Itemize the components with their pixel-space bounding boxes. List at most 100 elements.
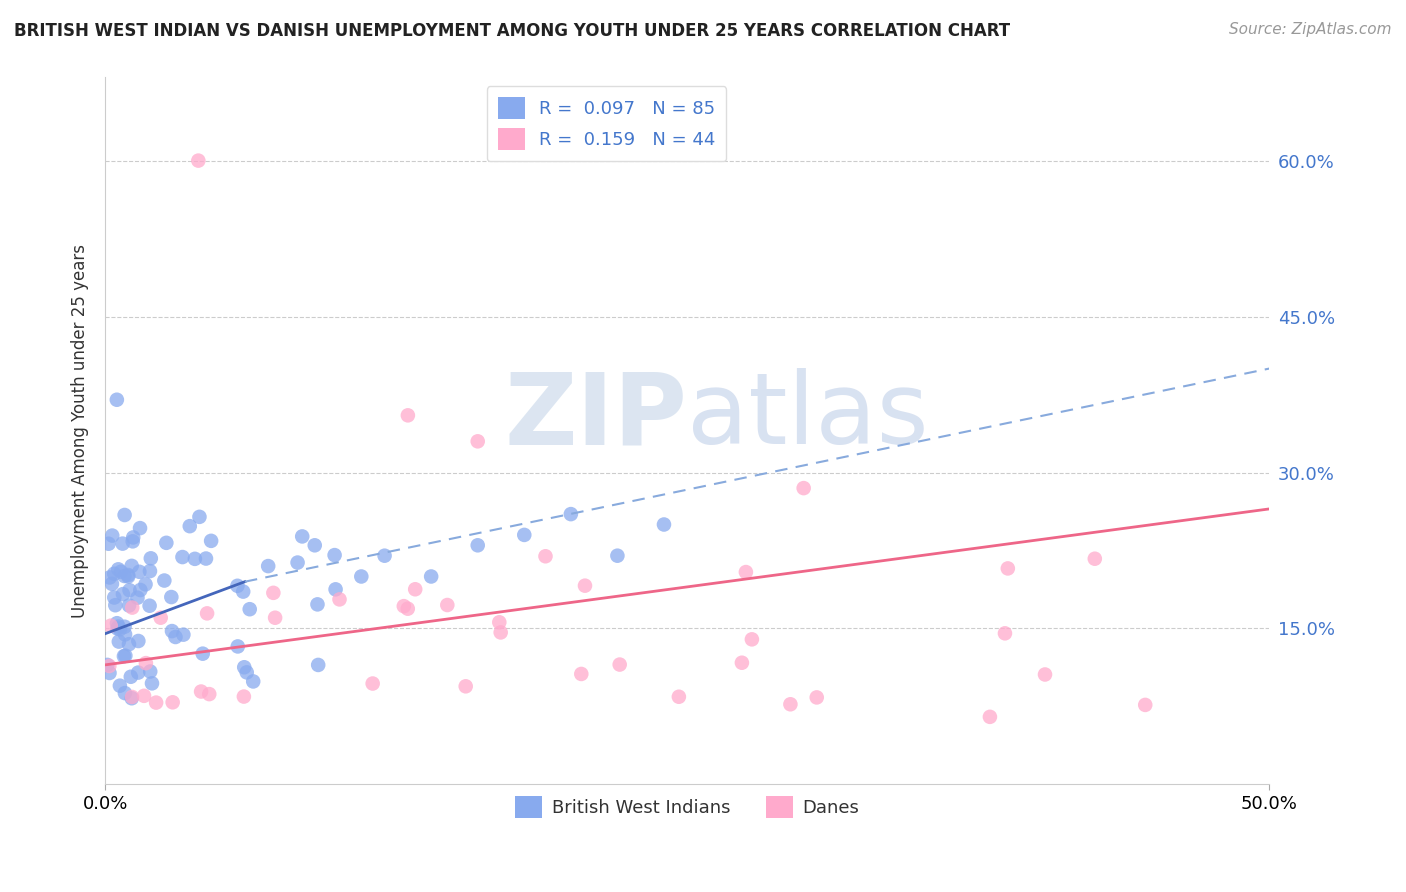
Point (98, 570, 121, 584)
Point (112, 649, 135, 664)
Point (118, 637, 141, 651)
Point (188, 509, 211, 524)
Point (149, 610, 172, 624)
Point (132, 689, 155, 703)
Point (325, 582, 347, 597)
Point (121, 691, 143, 706)
Point (232, 690, 254, 704)
Point (198, 687, 221, 701)
Point (121, 558, 143, 573)
Point (145, 696, 167, 710)
Point (264, 611, 287, 625)
Point (1135, 698, 1157, 712)
Point (114, 686, 136, 700)
Point (120, 670, 142, 684)
Point (105, 616, 128, 631)
Point (114, 508, 136, 522)
Point (127, 665, 149, 680)
Point (135, 577, 157, 591)
Point (257, 559, 280, 574)
Point (101, 528, 124, 542)
Point (467, 538, 489, 552)
Point (194, 551, 217, 566)
Point (997, 561, 1019, 575)
Point (731, 656, 754, 670)
Point (107, 619, 129, 633)
Point (396, 601, 419, 615)
Point (100, 618, 122, 632)
Point (420, 569, 443, 583)
Point (160, 590, 183, 604)
Point (606, 549, 628, 563)
Text: BRITISH WEST INDIAN VS DANISH UNEMPLOYMENT AMONG YOUTH UNDER 25 YEARS CORRELATIO: BRITISH WEST INDIAN VS DANISH UNEMPLOYME… (14, 22, 1010, 40)
Point (233, 660, 256, 674)
Point (127, 634, 149, 648)
Point (187, 153, 209, 168)
Point (735, 565, 758, 579)
Point (291, 529, 314, 543)
Point (569, 667, 592, 681)
Point (979, 710, 1001, 724)
Point (361, 676, 384, 690)
Point (323, 548, 346, 562)
Point (111, 587, 134, 601)
Point (117, 569, 139, 583)
Point (191, 647, 214, 661)
Point (184, 552, 207, 566)
Point (235, 665, 257, 680)
Point (262, 586, 284, 600)
Point (139, 551, 162, 566)
Point (779, 698, 801, 712)
Point (513, 528, 536, 542)
Point (609, 657, 631, 672)
Point (129, 582, 152, 597)
Point (436, 598, 458, 612)
Point (652, 517, 675, 532)
Point (374, 549, 396, 563)
Point (135, 656, 157, 670)
Point (467, 434, 489, 449)
Point (172, 627, 194, 641)
Point (129, 521, 152, 535)
Point (172, 549, 194, 564)
Point (232, 584, 254, 599)
Point (1033, 667, 1056, 681)
Point (793, 481, 815, 495)
Point (239, 602, 262, 616)
Point (114, 627, 136, 641)
Point (534, 549, 557, 564)
Point (560, 507, 582, 521)
Point (488, 615, 510, 630)
Point (122, 530, 145, 544)
Point (103, 591, 125, 605)
Point (117, 568, 139, 582)
Point (104, 599, 127, 613)
Point (396, 409, 419, 423)
Point (141, 676, 163, 690)
Point (287, 556, 309, 570)
Point (242, 674, 264, 689)
Point (121, 600, 143, 615)
Point (107, 562, 129, 576)
Point (139, 665, 162, 679)
Legend: British West Indians, Danes: British West Indians, Danes (508, 789, 866, 825)
Point (454, 679, 477, 693)
Point (160, 624, 183, 638)
Point (190, 684, 212, 698)
Point (108, 634, 131, 648)
Point (97, 537, 120, 551)
Point (153, 574, 176, 588)
Point (103, 566, 125, 581)
Point (127, 591, 149, 605)
Point (101, 577, 124, 591)
Point (574, 579, 596, 593)
Point (307, 657, 329, 672)
Point (155, 536, 177, 550)
Point (114, 620, 136, 634)
Point (304, 538, 326, 552)
Point (105, 622, 128, 636)
Text: ZIP: ZIP (505, 368, 688, 466)
Point (392, 599, 415, 614)
Point (307, 598, 329, 612)
Point (200, 533, 222, 548)
